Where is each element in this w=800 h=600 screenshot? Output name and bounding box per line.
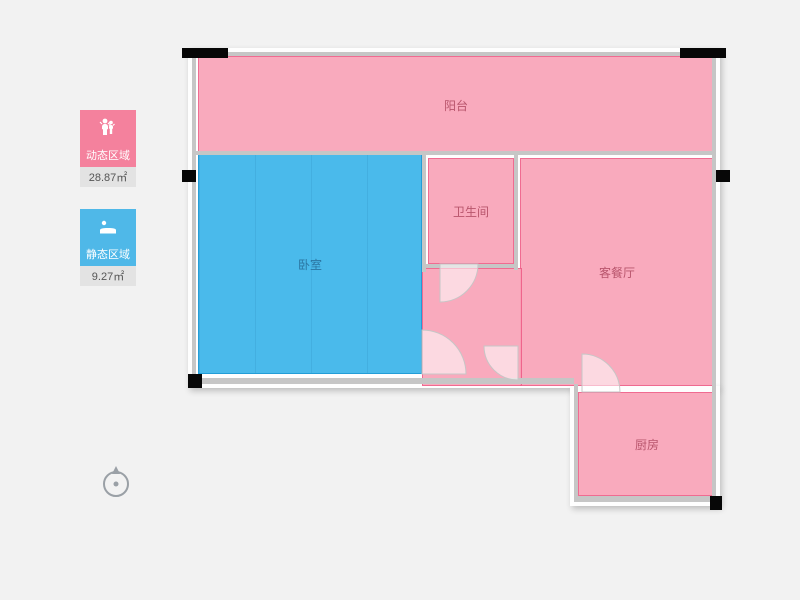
door-arc bbox=[542, 352, 622, 432]
wall-interior bbox=[192, 52, 196, 382]
legend-value-dynamic: 28.87㎡ bbox=[80, 167, 136, 187]
wall-exterior bbox=[680, 48, 726, 58]
wall-exterior bbox=[182, 48, 228, 58]
sleep-icon bbox=[80, 209, 136, 243]
wall-interior bbox=[712, 388, 716, 500]
wall-interior bbox=[194, 151, 714, 155]
legend-label-dynamic: 动态区域 bbox=[80, 143, 136, 167]
people-icon bbox=[80, 110, 136, 144]
legend-item-dynamic: 动态区域 28.87㎡ bbox=[80, 110, 136, 187]
room-label-balcony: 阳台 bbox=[444, 97, 468, 114]
wall-interior bbox=[574, 496, 716, 502]
wall-exterior bbox=[188, 374, 202, 388]
wall-interior bbox=[192, 52, 716, 56]
room-label-bathroom: 卫生间 bbox=[453, 203, 489, 220]
room-balcony: 阳台 bbox=[198, 56, 714, 154]
door-arc bbox=[400, 224, 480, 304]
wall-exterior bbox=[716, 170, 730, 182]
wall-exterior bbox=[182, 170, 196, 182]
floorplan: 阳台卧室 卫生间客餐厅厨房 bbox=[182, 48, 730, 518]
legend-label-static: 静态区域 bbox=[80, 242, 136, 266]
wall-interior bbox=[712, 52, 716, 392]
room-label-living: 客餐厅 bbox=[599, 264, 635, 281]
wall-exterior bbox=[710, 496, 722, 510]
legend-panel: 动态区域 28.87㎡ 静态区域 9.27㎡ bbox=[80, 110, 136, 308]
door-arc bbox=[376, 328, 468, 420]
room-label-kitchen: 厨房 bbox=[635, 436, 659, 453]
legend-value-static: 9.27㎡ bbox=[80, 266, 136, 286]
wall-interior bbox=[514, 154, 518, 270]
room-label-bedroom: 卧室 bbox=[298, 256, 322, 273]
compass-icon bbox=[96, 460, 136, 500]
legend-item-static: 静态区域 9.27㎡ bbox=[80, 209, 136, 286]
